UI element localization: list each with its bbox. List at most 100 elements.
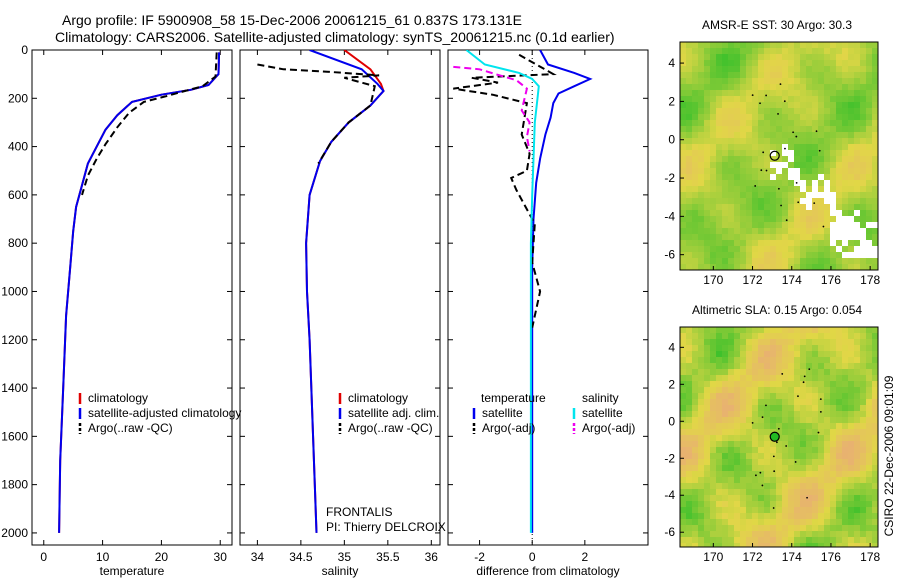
map-cell <box>842 204 848 210</box>
map-cell <box>806 126 812 132</box>
map-cell <box>764 405 770 411</box>
map-cell <box>758 144 764 150</box>
map-cell <box>764 162 770 168</box>
pi-annotation: PI: Thierry DELCROIX <box>326 520 446 534</box>
map-cell <box>686 126 692 132</box>
map-cell <box>704 375 710 381</box>
map-cell <box>836 174 842 180</box>
map-cell <box>854 387 860 393</box>
map-cell <box>728 192 734 198</box>
map-cell <box>734 459 740 465</box>
map-cell <box>806 120 812 126</box>
map-cell <box>842 48 848 54</box>
map-cell <box>740 186 746 192</box>
map-cell <box>830 357 836 363</box>
map-cell <box>824 525 830 531</box>
map-cell <box>860 477 866 483</box>
map-cell <box>776 192 782 198</box>
map-cell <box>794 465 800 471</box>
map-cell <box>818 216 824 222</box>
map-cell <box>788 423 794 429</box>
map-cell <box>788 150 794 156</box>
map-cell <box>830 507 836 513</box>
map-cell <box>818 66 824 72</box>
map-cell <box>836 126 842 132</box>
map-cell <box>830 240 836 246</box>
map-cell <box>860 198 866 204</box>
map-cell <box>788 495 794 501</box>
map-cell <box>680 150 686 156</box>
map-cell <box>758 459 764 465</box>
map-cell <box>848 381 854 387</box>
map-cell <box>788 258 794 264</box>
map-cell <box>746 252 752 258</box>
map-cell <box>860 84 866 90</box>
map-cell <box>782 60 788 66</box>
map-cell <box>770 417 776 423</box>
map-cell <box>794 333 800 339</box>
map-cell <box>728 519 734 525</box>
map-cell <box>722 114 728 120</box>
track-dot <box>819 398 822 401</box>
map-cell <box>812 240 818 246</box>
map-cell <box>782 387 788 393</box>
map-cell <box>728 72 734 78</box>
map-cell <box>722 447 728 453</box>
map-cell <box>782 447 788 453</box>
map-cell <box>746 525 752 531</box>
map-cell <box>716 252 722 258</box>
map-cell <box>704 192 710 198</box>
map-cell <box>866 447 872 453</box>
map-cell <box>794 369 800 375</box>
map-cell <box>746 357 752 363</box>
map-cell <box>794 423 800 429</box>
map-cell <box>770 216 776 222</box>
map-cell <box>680 138 686 144</box>
map-cell <box>686 531 692 537</box>
map-cell <box>680 393 686 399</box>
map-cell <box>812 417 818 423</box>
map-cell <box>872 96 878 102</box>
map-cell <box>716 339 722 345</box>
map-cell <box>848 507 854 513</box>
track-dot <box>762 151 765 154</box>
map-cell <box>704 126 710 132</box>
map-cell <box>734 507 740 513</box>
map-cell <box>698 363 704 369</box>
map-cell <box>680 174 686 180</box>
map-cell <box>764 144 770 150</box>
map-cell <box>770 156 776 162</box>
map-cell <box>704 405 710 411</box>
map-cell <box>794 327 800 333</box>
map-cell <box>812 429 818 435</box>
map-cell <box>836 72 842 78</box>
map-cell <box>818 363 824 369</box>
map-cell <box>734 465 740 471</box>
map-cell <box>836 363 842 369</box>
map-cell <box>848 264 854 270</box>
map-cell <box>686 222 692 228</box>
map-cell <box>716 108 722 114</box>
map-cell <box>800 132 806 138</box>
map-cell <box>710 363 716 369</box>
map-cell <box>764 429 770 435</box>
map-cell <box>728 453 734 459</box>
map-cell <box>812 537 818 543</box>
map-cell <box>782 204 788 210</box>
map-cell <box>800 507 806 513</box>
map-cell <box>776 126 782 132</box>
track-dot <box>772 507 775 509</box>
map-cell <box>872 210 878 216</box>
map-cell <box>782 465 788 471</box>
map-cell <box>722 150 728 156</box>
map-cell <box>758 174 764 180</box>
map-cell <box>782 381 788 387</box>
map-cell <box>770 357 776 363</box>
map-cell <box>770 138 776 144</box>
map-cell <box>752 120 758 126</box>
map-cell <box>842 132 848 138</box>
map-cell <box>782 192 788 198</box>
map-cell <box>776 96 782 102</box>
map-cell <box>698 126 704 132</box>
map-cell <box>728 423 734 429</box>
